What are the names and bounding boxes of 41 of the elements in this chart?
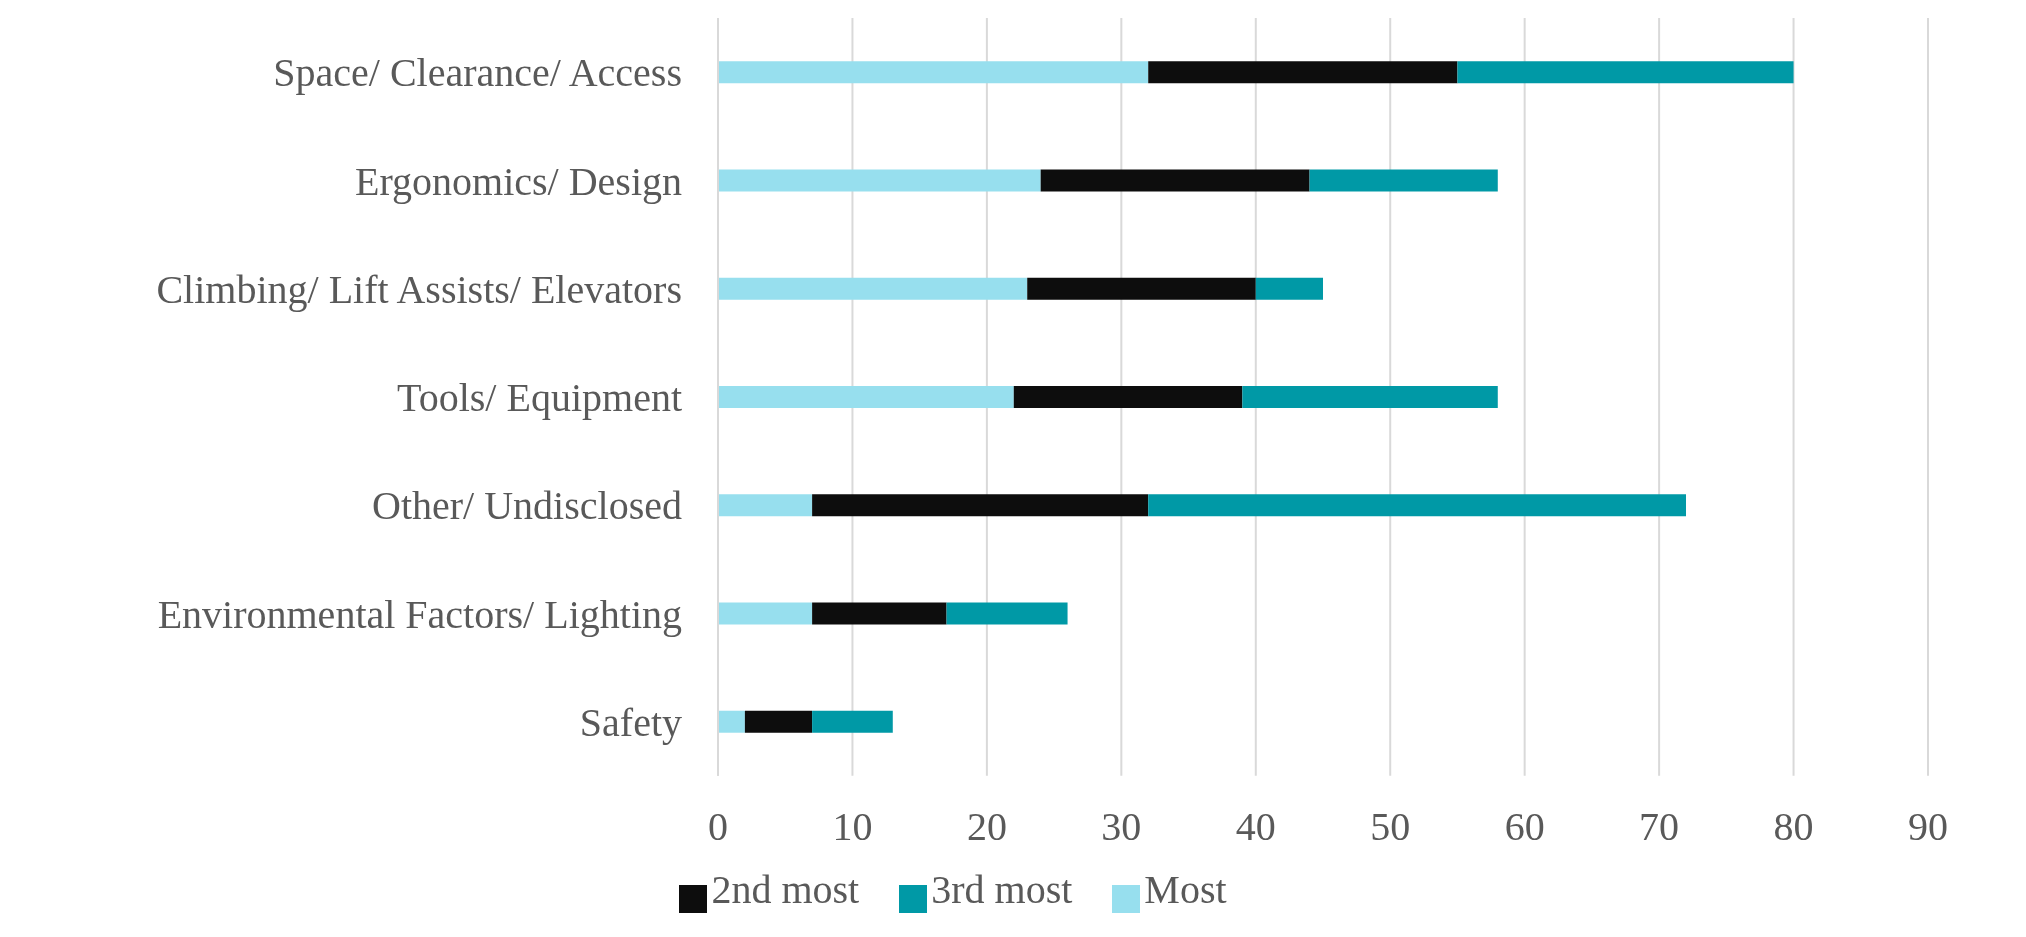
bar <box>1309 169 1498 192</box>
x-tick-label: 40 <box>1235 804 1276 850</box>
bar <box>1013 386 1243 409</box>
x-tick-label: 10 <box>832 804 873 850</box>
y-tick-label: Climbing/ Lift Assists/ Elevators <box>156 266 682 312</box>
bar <box>1148 61 1458 84</box>
bar <box>812 602 947 625</box>
y-tick-label: Space/ Clearance/ Access <box>273 50 682 96</box>
legend-label: Most <box>1144 866 1227 912</box>
x-tick-label: 0 <box>708 804 728 850</box>
bar <box>718 710 745 733</box>
x-tick-label: 60 <box>1504 804 1545 850</box>
bar <box>812 710 893 733</box>
bar <box>1242 386 1498 409</box>
bar <box>718 386 1014 409</box>
legend-label: 3rd most <box>931 866 1073 912</box>
bar <box>812 494 1149 517</box>
y-tick-label: Tools/ Equipment <box>397 375 682 421</box>
x-tick-label: 50 <box>1370 804 1411 850</box>
bar <box>1457 61 1794 84</box>
bar <box>1255 277 1323 300</box>
bar <box>1040 169 1310 192</box>
legend-label: 2nd most <box>711 866 860 912</box>
y-tick-label: Environmental Factors/ Lighting <box>157 591 682 637</box>
x-tick-label: 70 <box>1639 804 1680 850</box>
bar <box>718 61 1149 84</box>
x-tick-label: 30 <box>1101 804 1142 850</box>
bar <box>718 494 813 517</box>
x-tick-label: 80 <box>1773 804 1814 850</box>
bar <box>946 602 1068 625</box>
bar <box>744 710 813 733</box>
x-tick-label: 20 <box>966 804 1007 850</box>
x-tick-label: 90 <box>1908 804 1948 850</box>
y-tick-label: Other/ Undisclosed <box>372 483 682 529</box>
bar <box>1148 494 1686 517</box>
bar <box>718 602 813 625</box>
y-tick-label: Ergonomics/ Design <box>354 158 682 204</box>
bar <box>1027 277 1256 300</box>
bar <box>718 169 1041 192</box>
bar <box>718 277 1028 300</box>
y-tick-label: Safety <box>579 699 682 745</box>
